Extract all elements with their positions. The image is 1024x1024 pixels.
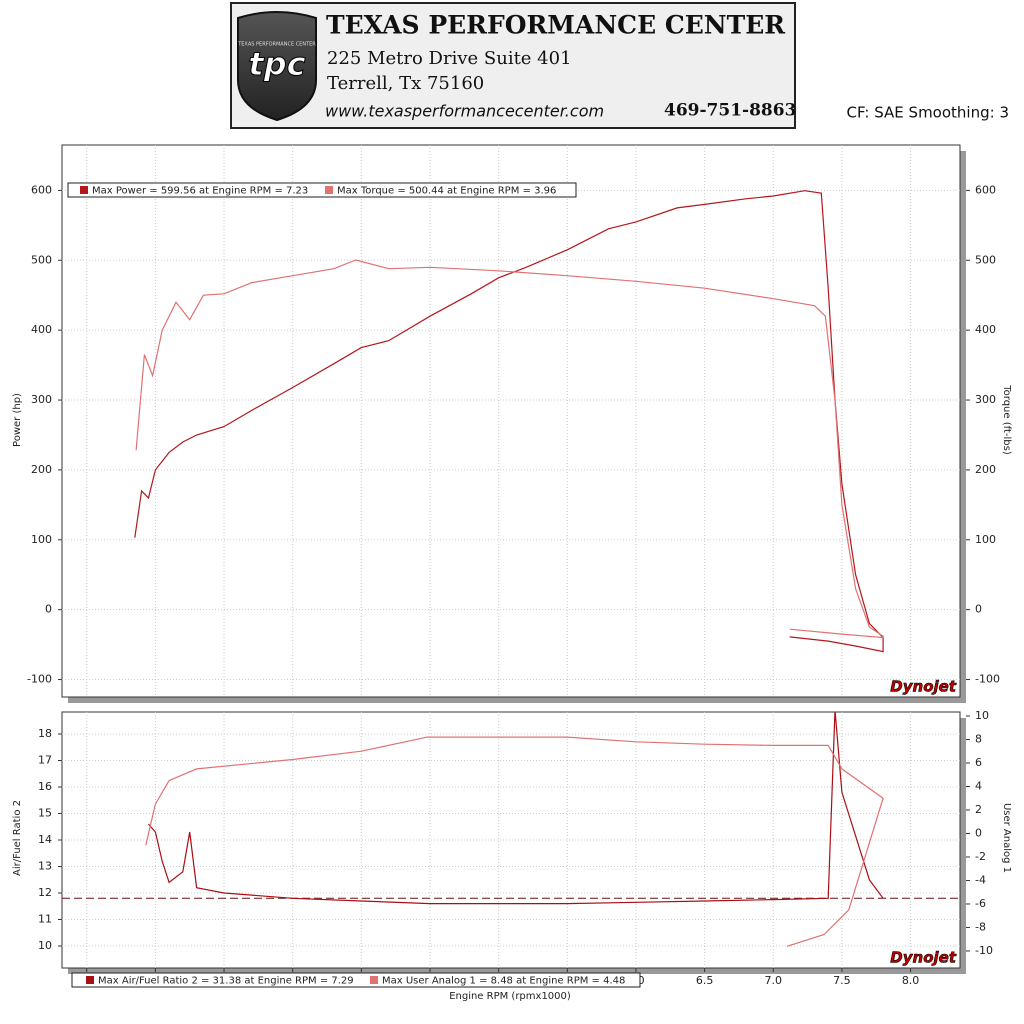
y2-tick-label: -10: [975, 944, 993, 957]
y2-tick-label: -8: [975, 920, 986, 933]
y-tick-label: 17: [38, 753, 52, 766]
y-tick-label: 200: [31, 463, 52, 476]
y2-tick-label: 500: [975, 253, 996, 266]
y-tick-label: 600: [31, 183, 52, 196]
legend-box: [67, 182, 577, 198]
x-tick-label: 7.5: [833, 974, 851, 987]
y-tick-label: 400: [31, 323, 52, 336]
y-tick-label: 16: [38, 780, 52, 793]
legend-swatch: [80, 186, 88, 194]
watermark: Dynojet: [890, 949, 957, 967]
watermark: Dynojet: [890, 678, 957, 696]
y2-tick-label: 300: [975, 393, 996, 406]
y2-tick-label: 0: [975, 826, 982, 839]
plot-area: [61, 144, 961, 698]
legend-label: Max Power = 599.56 at Engine RPM = 7.23: [92, 186, 308, 197]
y-axis-title: Power (hp): [12, 393, 23, 447]
logo-shield: [237, 11, 317, 122]
legend-label: Max Air/Fuel Ratio 2 = 31.38 at Engine R…: [98, 976, 354, 987]
y2-tick-label: -4: [975, 873, 986, 886]
y2-tick-label: 2: [975, 803, 982, 816]
y-tick-label: 0: [45, 603, 52, 616]
legend-label: Max User Analog 1 = 8.48 at Engine RPM =…: [382, 976, 625, 987]
x-tick-label: 6.5: [696, 974, 714, 987]
legend-box: [71, 972, 641, 988]
y2-axis-title: User Analog 1: [1001, 803, 1012, 873]
y2-axis-title: Torque (ft-lbs): [1001, 384, 1012, 455]
series-line: [145, 736, 884, 947]
y2-tick-label: 400: [975, 323, 996, 336]
y2-tick-label: -6: [975, 897, 986, 910]
x-axis-title: Engine RPM (rpmx1000): [449, 991, 571, 1002]
settings-label: CF: SAE Smoothing: 3: [846, 104, 1009, 122]
series-line: [148, 712, 884, 905]
header-box: [230, 2, 796, 129]
y-tick-label: -100: [27, 673, 52, 686]
x-tick-label: 8.0: [902, 974, 920, 987]
y-tick-label: 14: [38, 833, 52, 846]
y-axis-title: Air/Fuel Ratio 2: [12, 800, 23, 876]
y2-tick-label: 4: [975, 779, 982, 792]
header: TEXAS PERFORMANCE CENTER tpc TEXAS PERFO…: [230, 2, 796, 129]
legend-swatch: [325, 186, 333, 194]
logo-caption: TEXAS PERFORMANCE CENTER: [237, 42, 316, 48]
y-tick-label: 500: [31, 253, 52, 266]
y2-tick-label: 8: [975, 732, 982, 745]
y2-tick-label: 600: [975, 183, 996, 196]
y-tick-label: 15: [38, 806, 52, 819]
y2-tick-label: 200: [975, 463, 996, 476]
header-city: Terrell, Tx 75160: [327, 73, 484, 94]
legend-label: Max Torque = 500.44 at Engine RPM = 3.96: [337, 186, 556, 197]
y-tick-label: 100: [31, 533, 52, 546]
header-phone: 469-751-8863: [664, 101, 796, 121]
y-tick-label: 10: [38, 939, 52, 952]
y-tick-label: 300: [31, 393, 52, 406]
header-website: www.texasperformancecenter.com: [325, 102, 604, 121]
legend-swatch: [370, 976, 378, 984]
plot-area: [61, 711, 961, 969]
y2-tick-label: 10: [975, 709, 989, 722]
series-line: [134, 190, 884, 653]
y2-tick-label: 0: [975, 603, 982, 616]
legend-swatch: [86, 976, 94, 984]
y2-tick-label: 100: [975, 533, 996, 546]
logo-text: tpc: [248, 45, 305, 83]
y-tick-label: 11: [38, 913, 52, 926]
y2-tick-label: -2: [975, 850, 986, 863]
y-tick-label: 12: [38, 886, 52, 899]
y-tick-label: 13: [38, 860, 52, 873]
y-tick-label: 18: [38, 727, 52, 740]
header-title: TEXAS PERFORMANCE CENTER: [326, 11, 785, 40]
series-line: [135, 259, 884, 639]
header-address: 225 Metro Drive Suite 401: [327, 48, 572, 69]
x-tick-label: 7.0: [765, 974, 783, 987]
y2-tick-label: -100: [975, 673, 1000, 686]
y2-tick-label: 6: [975, 756, 982, 769]
